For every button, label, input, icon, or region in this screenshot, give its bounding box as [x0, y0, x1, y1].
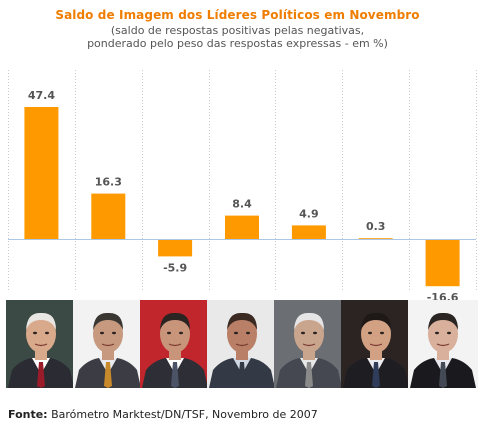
leader-portrait — [73, 300, 143, 388]
bar — [158, 240, 193, 257]
bar — [291, 225, 326, 239]
bar — [225, 215, 259, 239]
leader-portrait — [6, 300, 76, 388]
leader-portrait — [408, 300, 478, 388]
data-label: -5.9 — [163, 261, 187, 274]
source-note: Fonte: Barómetro Marktest/DN/TSF, Novemb… — [8, 408, 318, 421]
data-label: 16.3 — [95, 176, 122, 189]
source-label: Fonte: — [8, 408, 48, 421]
data-label: 0.3 — [366, 220, 386, 233]
chart-title: Saldo de Imagem dos Líderes Políticos em… — [55, 8, 420, 22]
chart-subtitle-line-1: (saldo de respostas positivas pelas nega… — [110, 24, 365, 37]
bar — [24, 107, 59, 239]
leader-portraits-row — [0, 300, 490, 392]
leader-portrait — [140, 300, 210, 388]
leader-portrait — [341, 300, 411, 388]
data-label: 8.4 — [232, 198, 252, 211]
chart-subtitle-line-2: ponderado pelo peso das respostas expres… — [87, 37, 388, 50]
data-label: -16.6 — [427, 291, 459, 300]
bar-chart: 47.4 16.3 -5.9 8.4 4.9 0.3 -16.6 — [8, 70, 477, 300]
source-text: Barómetro Marktest/DN/TSF, Novembro de 2… — [47, 408, 318, 421]
data-label: 47.4 — [28, 89, 55, 102]
data-label: 4.9 — [299, 207, 319, 220]
bar — [425, 240, 460, 287]
leader-portrait — [207, 300, 277, 388]
leader-portrait — [274, 300, 344, 388]
bar — [91, 193, 126, 239]
bar — [358, 238, 393, 239]
